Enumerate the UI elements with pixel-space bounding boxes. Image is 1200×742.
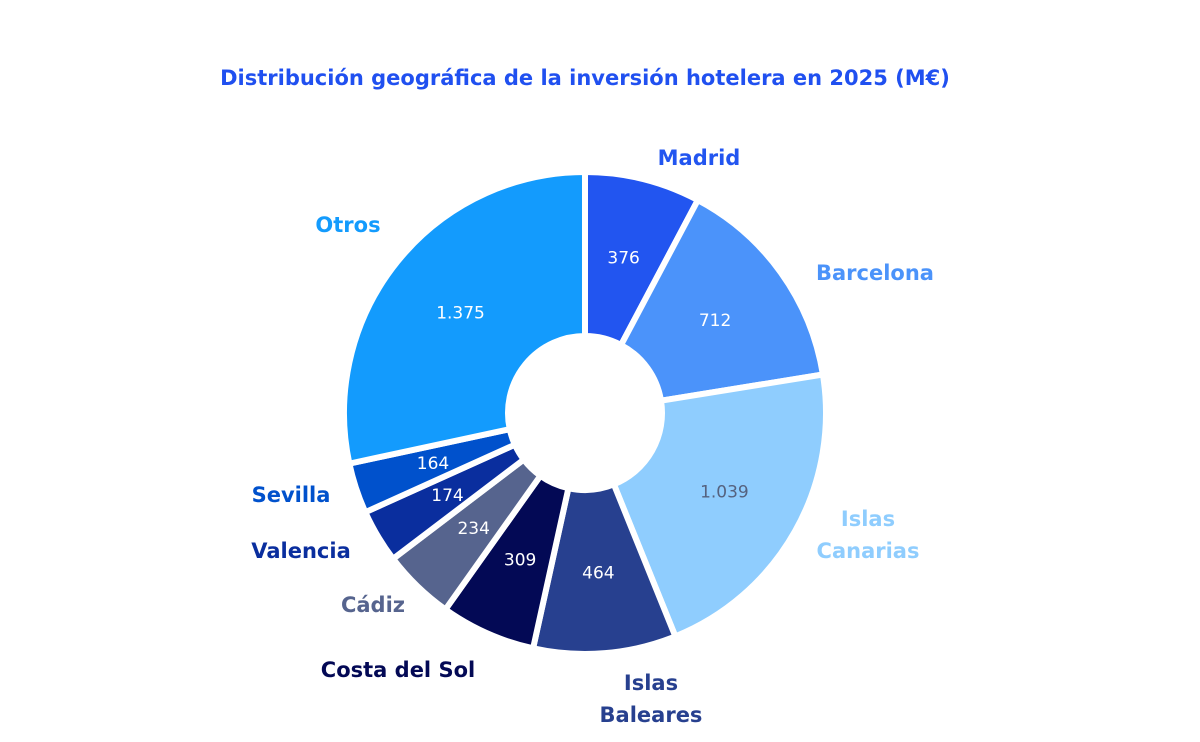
chart-title: Distribución geográfica de la inversión … <box>220 66 950 90</box>
data-label: 174 <box>431 486 463 506</box>
category-label: Cádiz <box>341 593 405 617</box>
data-label: 712 <box>699 311 731 331</box>
slice-barcelona <box>617 196 827 405</box>
category-label: Madrid <box>658 146 741 170</box>
data-label: 164 <box>417 454 449 474</box>
data-label: 309 <box>504 550 536 570</box>
category-label: Valencia <box>251 539 350 563</box>
slice-islas-canarias <box>609 371 829 641</box>
data-label: 234 <box>457 519 489 539</box>
category-label: Costa del Sol <box>321 658 475 682</box>
category-label: Islas Baleares <box>600 671 703 727</box>
data-label: 376 <box>607 249 639 269</box>
slice-otros <box>341 168 588 468</box>
data-label: 1.039 <box>700 483 749 503</box>
data-label: 1.375 <box>436 303 485 323</box>
data-label: 464 <box>582 563 614 583</box>
category-label: Barcelona <box>816 261 934 285</box>
category-label: Islas Canarias <box>817 507 920 563</box>
slice-islas-baleares <box>529 480 680 657</box>
category-label: Sevilla <box>252 483 331 507</box>
category-label: Otros <box>315 213 380 237</box>
